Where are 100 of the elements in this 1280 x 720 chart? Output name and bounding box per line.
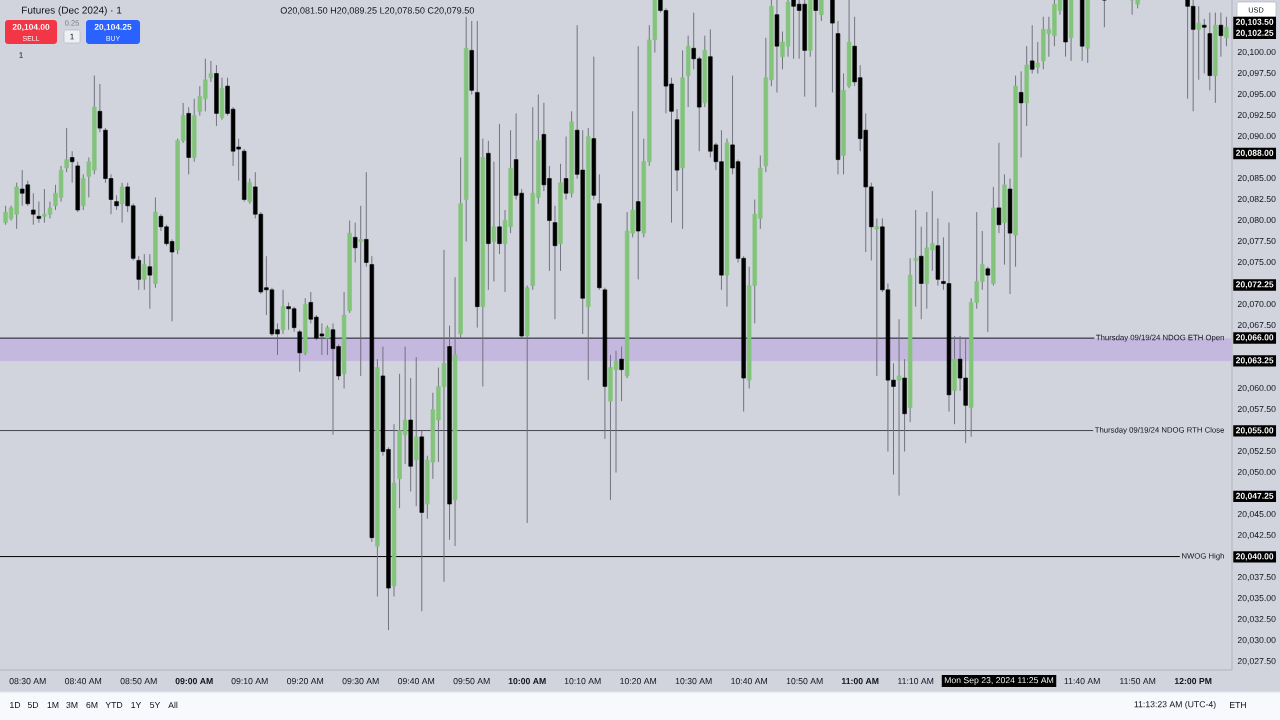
candlestick xyxy=(247,178,252,205)
candlestick xyxy=(813,0,818,108)
text: 3M xyxy=(66,701,78,709)
y-tick-label: 20,075.00 xyxy=(1237,258,1276,267)
y-tick-label: 20,095.00 xyxy=(1237,90,1276,99)
y-tick-label: 20,090.00 xyxy=(1237,132,1276,141)
text: 20,063.25 xyxy=(1235,357,1274,365)
y-tick-label: 20,097.50 xyxy=(1237,69,1276,78)
text: 20,047.25 xyxy=(1235,492,1274,501)
candlestick xyxy=(119,182,125,224)
y-tick-label: 20,032.50 xyxy=(1237,616,1276,624)
x-tick-label: 10:20 AM xyxy=(620,678,657,685)
x-tick-label: 11:10 AM xyxy=(898,678,934,685)
candlestick xyxy=(64,127,69,173)
text: Futures (Dec 2024) · 1 xyxy=(22,6,122,16)
y-tick-label: 20,045.00 xyxy=(1237,510,1276,519)
candlestick xyxy=(985,266,991,333)
y-tick-label: 20,035.00 xyxy=(1237,595,1276,603)
candlestick xyxy=(819,0,824,22)
candlestick xyxy=(364,171,369,268)
text: 5D xyxy=(27,701,39,709)
candlestick xyxy=(1196,5,1201,81)
y-tick-label: 20,052.50 xyxy=(1237,447,1276,456)
text: 20,055.00 xyxy=(1235,427,1274,435)
x-tick-label: 09:50 AM xyxy=(453,678,490,685)
annotation: O20,081.50 H20,089.25 L20,078.50 C20,079.50 xyxy=(280,7,474,15)
x-tick-label: 09:10 AM xyxy=(231,678,268,685)
y-tick-label: 20,070.00 xyxy=(1237,300,1276,309)
candlestick xyxy=(619,346,624,402)
y-tick-label: 20,100.00 xyxy=(1237,48,1276,57)
candlestick xyxy=(97,83,103,133)
y-tick-label: 20,037.50 xyxy=(1237,574,1276,582)
candlestick xyxy=(208,60,214,83)
candlestick xyxy=(36,201,42,224)
x-tick-label: 08:30 AM xyxy=(9,678,46,685)
x-tick-label: 10:40 AM xyxy=(731,678,768,685)
annotation: 20,104.25 xyxy=(94,23,132,32)
y-tick-label: 20,082.50 xyxy=(1237,195,1276,204)
candlestick xyxy=(913,209,918,308)
y-tick-label: 20,080.00 xyxy=(1237,216,1276,225)
y-tick-label: 20,027.50 xyxy=(1237,658,1276,666)
text: 1M xyxy=(47,702,59,708)
candlestick xyxy=(136,255,141,291)
candlestick xyxy=(297,329,302,373)
candlestick xyxy=(491,161,497,282)
annotation: 20,104.00 xyxy=(12,23,50,32)
y-tick-label: 20,077.50 xyxy=(1237,237,1276,246)
x-tick-label: 11:00 AM xyxy=(841,678,879,685)
x-tick-label: 09:00 AM xyxy=(175,678,213,685)
x-tick-label: 08:40 AM xyxy=(65,678,102,685)
text: 5Y xyxy=(150,701,161,709)
candlestick xyxy=(147,253,153,310)
candlestick xyxy=(563,136,569,200)
x-tick-label: 08:50 AM xyxy=(120,678,157,685)
text: 11:13:23 AM (UTC-4) xyxy=(1134,700,1216,710)
text: All xyxy=(168,701,178,709)
text: Mon Sep 23, 2024 11:25 AM xyxy=(944,677,1054,685)
text: 6M xyxy=(86,701,98,709)
candlestick xyxy=(552,205,558,320)
y-tick-label: 20,050.00 xyxy=(1237,468,1276,477)
x-tick-label: 11:40 AM xyxy=(1064,678,1100,685)
candlestick xyxy=(1030,24,1035,74)
candlestick xyxy=(996,142,1002,234)
text: 1Y xyxy=(131,702,142,708)
candlestick xyxy=(414,356,419,507)
x-tick-label: 11:50 AM xyxy=(1120,678,1156,685)
text: 20,088.00 xyxy=(1235,149,1274,158)
annotation: 1 xyxy=(19,52,23,58)
x-tick-label: 10:00 AM xyxy=(508,678,546,685)
y-tick-label: 20,060.00 xyxy=(1237,384,1276,393)
annotation: 1 xyxy=(70,33,74,40)
candlestick xyxy=(69,150,75,184)
candlestick xyxy=(896,318,902,497)
candlestick xyxy=(31,192,36,226)
candlestick xyxy=(325,325,330,356)
text: 20,072.25 xyxy=(1235,281,1274,289)
text: 20,103.50 xyxy=(1235,18,1274,27)
y-tick-label: 20,030.00 xyxy=(1237,637,1276,645)
candlestick xyxy=(497,123,502,255)
text: 1D xyxy=(10,702,21,708)
x-tick-label: 09:40 AM xyxy=(398,678,435,685)
text: 20,102.25 xyxy=(1235,29,1274,38)
candlestick xyxy=(874,217,880,377)
candlestick xyxy=(1202,18,1207,74)
text: 20,040.00 xyxy=(1235,553,1274,561)
y-tick-label: 20,085.00 xyxy=(1237,174,1276,183)
text: 20,066.00 xyxy=(1235,334,1274,342)
x-tick-label: 10:50 AM xyxy=(786,678,823,685)
y-tick-label: 20,042.50 xyxy=(1237,531,1276,540)
candlestick xyxy=(358,205,363,377)
candlestick xyxy=(1018,70,1024,158)
text: YTD xyxy=(105,702,123,708)
x-tick-label: 12:00 PM xyxy=(1174,678,1212,685)
candlestick xyxy=(830,0,835,93)
y-tick-label: 20,057.50 xyxy=(1237,405,1276,414)
candlestick xyxy=(1102,0,1107,28)
x-tick-label: 10:10 AM xyxy=(564,678,601,685)
candlestick xyxy=(1035,41,1040,74)
candlestick xyxy=(1224,16,1229,47)
y-tick-label: 20,067.50 xyxy=(1237,321,1276,330)
